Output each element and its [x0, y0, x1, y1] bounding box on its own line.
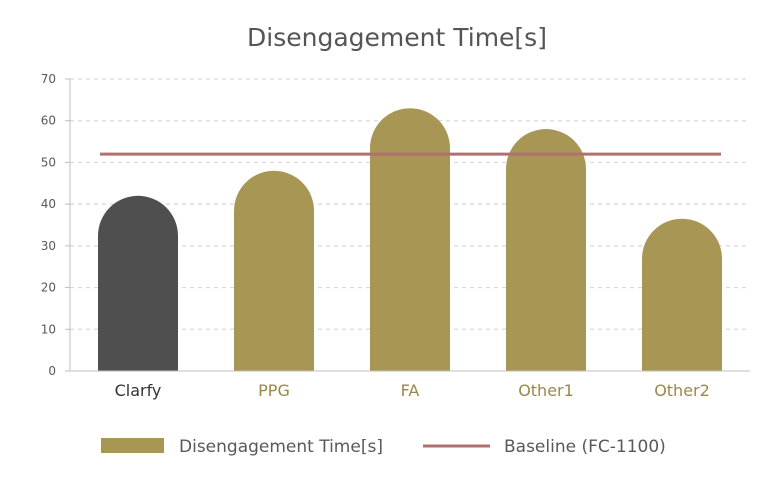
- y-tick-label: 70: [41, 72, 56, 86]
- legend-swatch-disengagement: [101, 438, 164, 453]
- bar-other1: [506, 129, 586, 371]
- bar-clarfy: [98, 195, 178, 371]
- bars: [98, 108, 723, 371]
- x-axis: Clarfy PPG FA Other1 Other2: [70, 370, 750, 400]
- bar-fa: [370, 108, 450, 371]
- y-axis: 0 10 20 30 40 50 60 70: [41, 72, 71, 378]
- y-tick-label: 0: [48, 364, 56, 378]
- x-tick-label: PPG: [258, 381, 290, 400]
- y-tick-label: 60: [41, 114, 56, 128]
- x-tick-label: FA: [401, 381, 420, 400]
- x-tick-label: Other2: [654, 381, 710, 400]
- legend-label-disengagement: Disengagement Time[s]: [179, 437, 383, 457]
- legend-label-baseline: Baseline (FC-1100): [504, 437, 666, 457]
- chart-title: Disengagement Time[s]: [247, 23, 547, 52]
- y-tick-label: 10: [41, 322, 56, 336]
- x-tick-label: Clarfy: [115, 381, 162, 400]
- y-tick-label: 30: [41, 239, 56, 253]
- x-tick-label: Other1: [518, 381, 574, 400]
- y-tick-label: 50: [41, 155, 56, 169]
- y-tick-label: 40: [41, 197, 56, 211]
- bar-ppg: [234, 170, 314, 371]
- bar-other2: [642, 218, 723, 371]
- legend: Disengagement Time[s] Baseline (FC-1100): [101, 437, 666, 457]
- y-tick-label: 20: [41, 281, 56, 295]
